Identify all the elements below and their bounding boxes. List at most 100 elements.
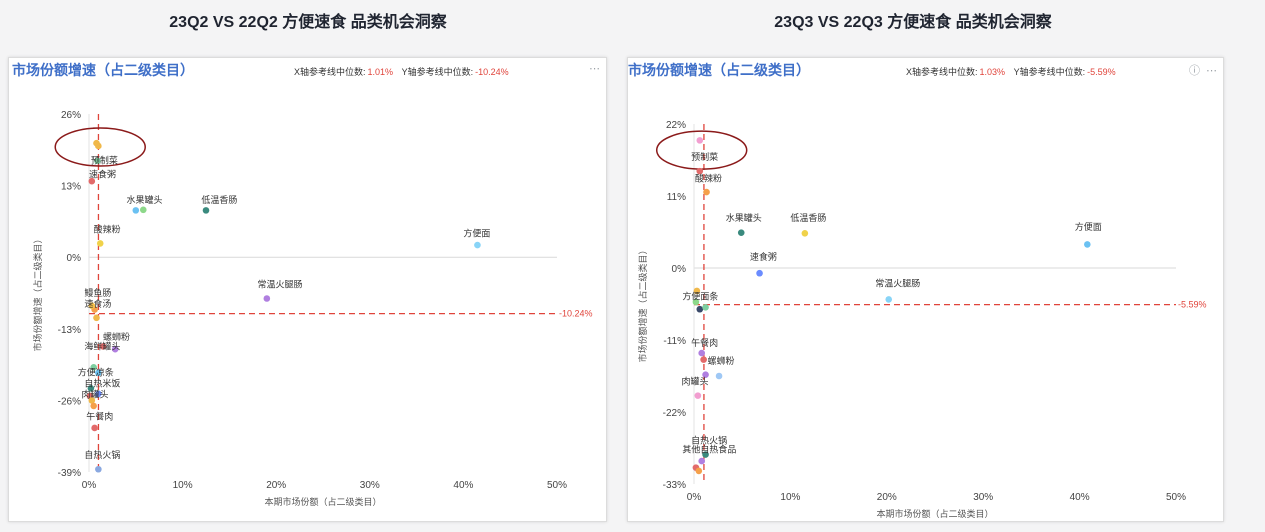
point-label: 鳗鱼肠 xyxy=(84,287,111,298)
x-tick-label: 50% xyxy=(547,480,567,491)
scatter-point[interactable] xyxy=(702,303,709,311)
point-label: 方便面 xyxy=(1075,221,1102,232)
scatter-point[interactable] xyxy=(95,369,102,377)
y-median-value: -10.24% xyxy=(475,67,509,77)
x-tick-label: 0% xyxy=(687,492,702,503)
more-icon[interactable]: ⋯ xyxy=(589,63,600,75)
point-label: 肉罐头 xyxy=(681,376,708,387)
x-tick-label: 50% xyxy=(1166,492,1186,503)
median-legend: X轴参考线中位数: 1.01% Y轴参考线中位数: -10.24% xyxy=(294,65,515,78)
card-title: 市场份额增速（占二级类目） xyxy=(628,62,810,78)
scatter-plot-2: 22%11%0%-11%-22%-33%0% 10% 20% 30% 40% 50%本期市… xyxy=(637,120,1207,519)
y-tick-label: -11% xyxy=(663,336,686,347)
scatter-point[interactable] xyxy=(202,207,210,214)
scatter-point[interactable] xyxy=(87,384,95,392)
scatter-point[interactable] xyxy=(93,314,100,322)
point-label: 速食粥 xyxy=(750,251,777,262)
point-label: 螺蛳粉 xyxy=(103,331,130,342)
y-tick-label: 26% xyxy=(61,110,81,121)
y-tick-label: 0% xyxy=(672,264,687,275)
y-tick-label: -26% xyxy=(58,396,81,407)
highlight-ellipse xyxy=(655,130,748,170)
scatter-point[interactable] xyxy=(696,167,704,175)
x-median-value: 1.01% xyxy=(367,67,394,77)
scatter-point[interactable] xyxy=(90,364,97,371)
scatter-point[interactable] xyxy=(700,356,707,363)
y-tick-label: 13% xyxy=(61,182,81,193)
scatter-point[interactable] xyxy=(139,206,147,214)
scatter-card-2: 22% 11% 0% -11% -22% -33% 0% 10% 20% 30% 40% 50% 本期市… xyxy=(627,57,1224,522)
scatter-point[interactable] xyxy=(715,372,723,380)
scatter-point[interactable] xyxy=(263,295,271,302)
scatter-point[interactable] xyxy=(698,457,706,465)
point-label: 自热米饭 xyxy=(84,378,120,389)
point-label: 低温香肠 xyxy=(790,212,826,223)
x-tick-label: 10% xyxy=(173,480,193,491)
scatter-point[interactable] xyxy=(692,298,700,306)
scatter-point[interactable] xyxy=(801,230,809,237)
y-median-label: Y轴参考线中位数: xyxy=(401,67,474,77)
median-legend: X轴参考线中位数: 1.03% Y轴参考线中位数: -5.59% xyxy=(906,65,1122,78)
scatter-point[interactable] xyxy=(885,296,893,303)
scatter-point[interactable] xyxy=(95,390,102,398)
scatter-point[interactable] xyxy=(99,343,107,350)
scatter-card-1: 26% 13% 0% -13% -26% -39% 0% 10% 20% 30% 40% 50% 本期市… xyxy=(8,57,607,522)
point-label: 自热火锅 xyxy=(84,449,120,460)
y-median-annotation: -10.24% xyxy=(559,309,593,319)
scatter-point[interactable] xyxy=(702,451,709,458)
point-label: 常温火腿肠 xyxy=(257,278,302,289)
scatter-point[interactable] xyxy=(703,188,710,196)
point-label: 其他自热食品 xyxy=(682,444,736,455)
info-icon[interactable]: ⓘ xyxy=(1189,65,1200,77)
scatter-point[interactable] xyxy=(756,269,763,277)
x-tick-label: 0% xyxy=(82,480,97,491)
point-label: 午餐肉 xyxy=(86,411,113,422)
scatter-point[interactable] xyxy=(90,402,97,410)
point-label: 方便面 xyxy=(463,227,490,238)
point-label: 酸辣粉 xyxy=(94,223,121,234)
scatter-point[interactable] xyxy=(132,207,140,214)
scatter-point[interactable] xyxy=(88,302,96,309)
scatter-point[interactable] xyxy=(94,157,101,165)
card-title: 市场份额增速（占二级类目） xyxy=(12,62,194,78)
x-median-label: X轴参考线中位数: xyxy=(906,67,978,77)
y-median-value: -5.59% xyxy=(1087,67,1116,77)
scatter-point[interactable] xyxy=(474,241,481,249)
scatter-point[interactable] xyxy=(95,465,102,473)
x-median-label: X轴参考线中位数: xyxy=(294,67,366,77)
more-icon[interactable]: ⋯ xyxy=(1206,65,1217,77)
scatter-point[interactable] xyxy=(95,142,102,150)
x-axis-title: 本期市场份额（占二级类目） xyxy=(876,508,993,519)
point-label: 预制菜 xyxy=(91,155,118,166)
scatter-point[interactable] xyxy=(88,177,96,185)
x-tick-label: 20% xyxy=(266,480,286,491)
point-label: 常温火腿肠 xyxy=(875,277,920,288)
scatter-point[interactable] xyxy=(696,305,704,313)
scatter-point[interactable] xyxy=(737,229,745,236)
scatter-point[interactable] xyxy=(702,371,709,378)
point-label: 水果罐头 xyxy=(726,212,762,223)
chart-page-title-2: 23Q3 VS 22Q3 方便速食 品类机会洞察 xyxy=(774,14,1052,31)
point-label: 预制菜 xyxy=(691,151,718,162)
card-toolbar: ⓘ ⋯ xyxy=(1183,62,1217,78)
scatter-point[interactable] xyxy=(698,349,706,357)
scatter-plot-1: 26%13%0%-13%-26%-39%0% 10% 20% 30% 40% 50%本期市… xyxy=(32,110,593,507)
scatter-point[interactable] xyxy=(696,137,704,144)
y-tick-label: -13% xyxy=(58,325,81,336)
point-label: 海鲜罐头 xyxy=(84,341,120,352)
scatter-point[interactable] xyxy=(111,345,119,353)
point-label: 午餐肉 xyxy=(691,337,718,348)
x-tick-label: 30% xyxy=(973,492,993,503)
scatter-point[interactable] xyxy=(88,397,96,404)
scatter-point[interactable] xyxy=(1084,241,1091,248)
point-label: 水果罐头 xyxy=(126,194,162,205)
scatter-point[interactable] xyxy=(695,467,703,475)
highlight-ellipse xyxy=(54,127,146,167)
scatter-point[interactable] xyxy=(96,240,104,247)
scatter-point[interactable] xyxy=(694,392,702,399)
scatter-point[interactable] xyxy=(91,424,98,432)
y-tick-label: -39% xyxy=(58,468,81,479)
scatter-point[interactable] xyxy=(693,287,701,295)
point-label: 速食粥 xyxy=(89,168,116,179)
point-label: 方便凉条 xyxy=(78,367,114,378)
